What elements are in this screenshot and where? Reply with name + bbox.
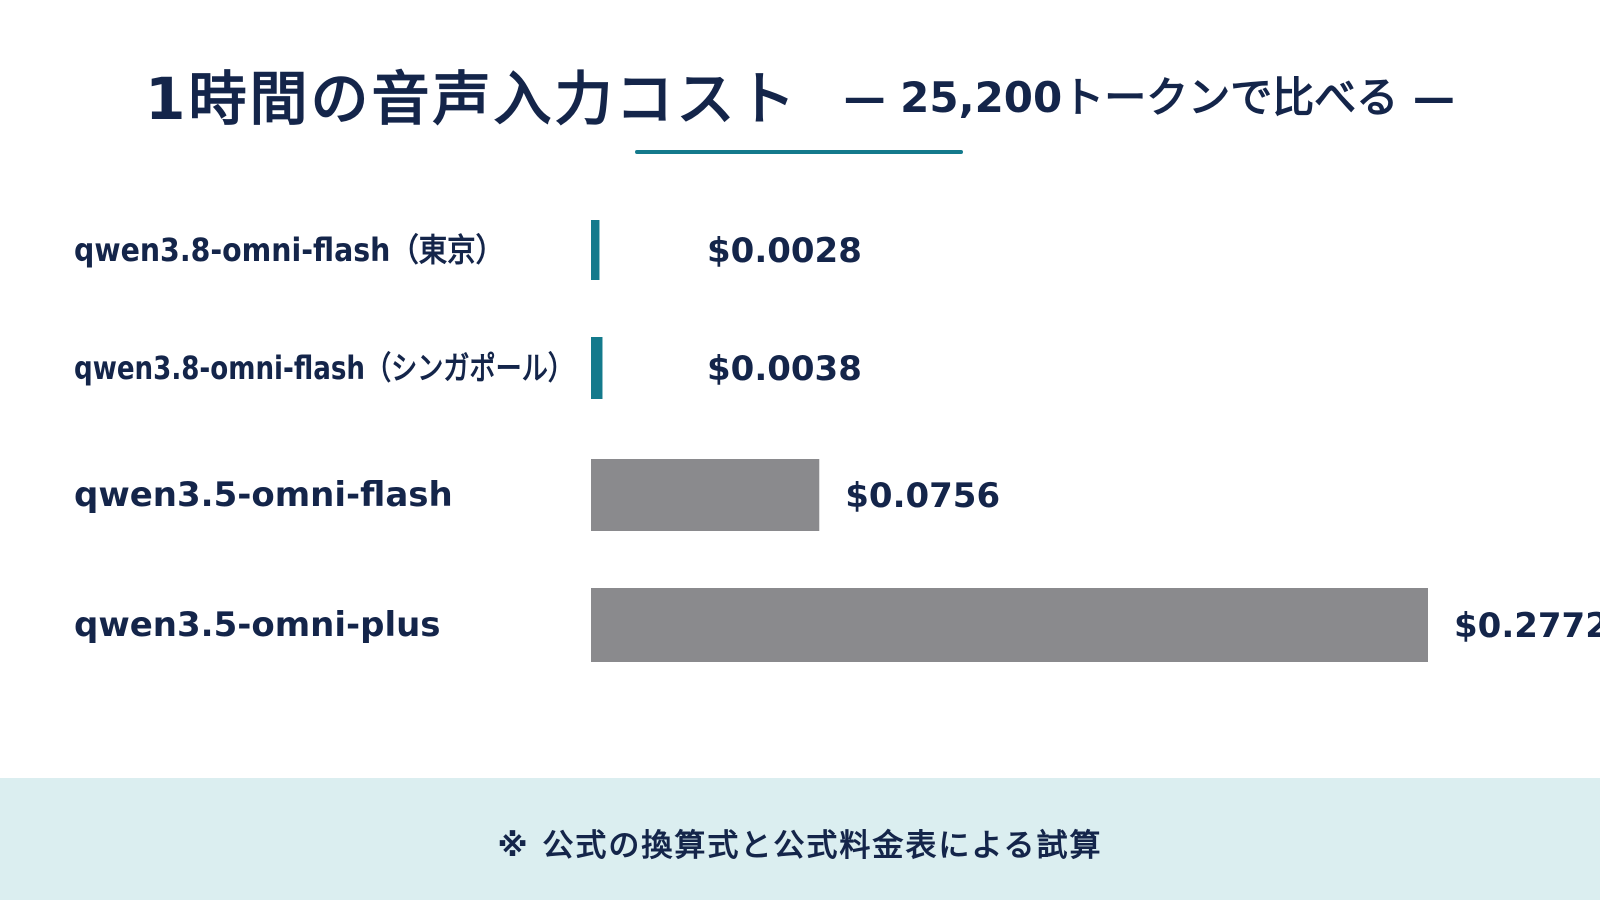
category-label: qwen3.5-omni-flash bbox=[74, 475, 453, 515]
chart-title: 1時間の音声入力コスト bbox=[145, 65, 799, 133]
footnote: ※ 公式の換算式と公式料金表による試算 bbox=[497, 828, 1103, 864]
value-label: $0.0038 bbox=[707, 349, 862, 389]
category-label: qwen3.8-omni-flash（シンガポール） bbox=[74, 349, 574, 387]
bar bbox=[591, 459, 820, 531]
title-row: 1時間の音声入力コスト — 25,200トークンで比べる — bbox=[0, 52, 1600, 136]
bar bbox=[591, 220, 600, 280]
value-label: $0.0756 bbox=[845, 476, 1000, 516]
category-label: qwen3.5-omni-plus bbox=[74, 605, 441, 645]
cost-bar-chart: qwen3.8-omni-flash（東京） $0.0028 qwen3.8-omn… bbox=[74, 220, 1600, 662]
value-label: $0.2772 bbox=[1454, 606, 1600, 646]
bar bbox=[591, 588, 1428, 662]
footer-band: ※ 公式の換算式と公式料金表による試算 bbox=[0, 778, 1600, 900]
value-label: $0.0028 bbox=[707, 231, 862, 271]
category-label: qwen3.8-omni-flash（東京） bbox=[74, 231, 504, 269]
title-underline bbox=[635, 150, 963, 154]
chart-subtitle: — 25,200トークンで比べる — bbox=[843, 72, 1455, 122]
bar bbox=[591, 337, 603, 399]
